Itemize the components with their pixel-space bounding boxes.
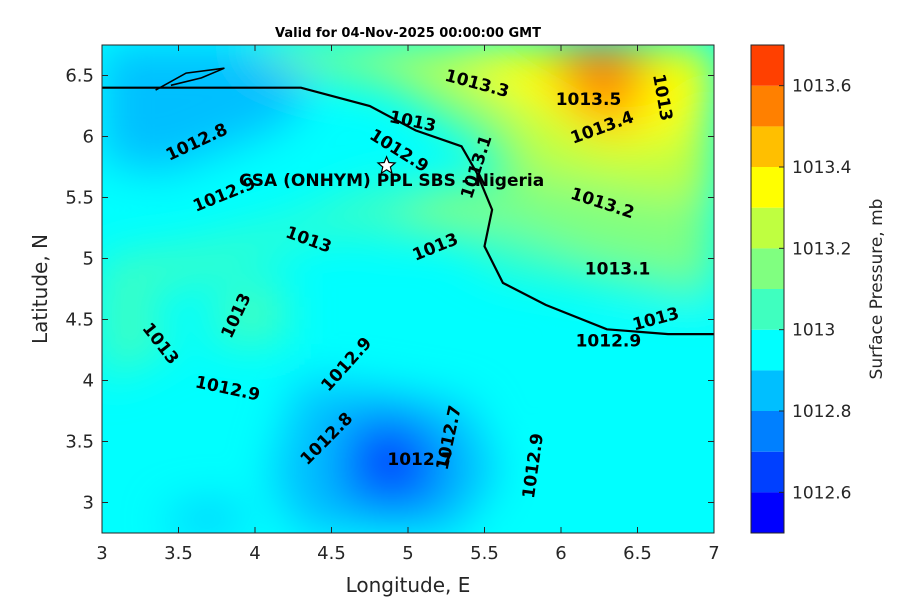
contour-label: 1013.5 bbox=[556, 90, 622, 110]
colorbar-segment bbox=[751, 289, 784, 330]
colorbar-frame bbox=[750, 44, 785, 534]
colorbar-segment bbox=[751, 167, 784, 208]
x-tick-label: 5.5 bbox=[470, 543, 499, 564]
y-tick-label: 6 bbox=[83, 127, 94, 148]
y-axis-label: Latitude, N bbox=[28, 234, 52, 344]
x-tick-label: 7 bbox=[708, 543, 719, 564]
pressure-region bbox=[102, 295, 179, 381]
colorbar-segment bbox=[751, 370, 784, 411]
x-tick-label: 3 bbox=[96, 543, 107, 564]
pressure-region bbox=[102, 45, 317, 174]
colorbar-segment bbox=[751, 207, 784, 249]
x-tick-label: 4 bbox=[249, 543, 260, 564]
colorbar-segment bbox=[751, 45, 784, 86]
colorbar-label: Surface Pressure, mb bbox=[867, 199, 887, 380]
y-tick-label: 5.5 bbox=[65, 188, 94, 209]
colorbar-segment bbox=[751, 451, 784, 493]
coastline-path bbox=[102, 86, 714, 336]
colorbar: 1012.6 1012.8 1013 1013.2 1013.4 1013.6 bbox=[750, 44, 851, 534]
chart-title: Valid for 04-Nov-2025 00:00:00 GMT bbox=[275, 26, 541, 41]
colorbar-segment bbox=[751, 329, 784, 371]
pressure-field bbox=[102, 45, 714, 533]
y-tick-label: 4 bbox=[83, 371, 94, 392]
colorbar-segment bbox=[751, 126, 784, 167]
y-axis-ticks: 3 3.5 4 4.5 5 5.5 6 6.5 bbox=[65, 66, 714, 514]
y-tick-label: 4.5 bbox=[65, 310, 94, 331]
pressure-region bbox=[499, 453, 714, 533]
coastline bbox=[102, 67, 714, 336]
contour-label: 1012.7 bbox=[387, 450, 453, 470]
site-star-marker bbox=[376, 155, 397, 175]
site-label: CSA (ONHYM) PPL SBS - Nigeria bbox=[239, 171, 544, 191]
pressure-region bbox=[163, 502, 255, 533]
contour-label: 1012.9 bbox=[576, 332, 642, 352]
colorbar-tick-label: 1012.8 bbox=[792, 402, 851, 422]
x-axis-ticks: 3 3.5 4 4.5 5 5.5 6 6.5 7 bbox=[96, 45, 720, 564]
x-tick-label: 6 bbox=[555, 543, 566, 564]
pressure-region bbox=[392, 173, 714, 283]
colorbar-tick-label: 1013.6 bbox=[792, 77, 851, 97]
colorbar-segment bbox=[751, 248, 784, 289]
colorbar-segment bbox=[751, 492, 784, 533]
x-axis-label: Longitude, E bbox=[346, 573, 471, 597]
site-annotation: CSA (ONHYM) PPL SBS - Nigeria bbox=[239, 155, 544, 191]
y-tick-label: 3.5 bbox=[65, 432, 94, 453]
colorbar-tick-label: 1012.6 bbox=[792, 483, 851, 503]
colorbar-tick-label: 1013.4 bbox=[792, 158, 851, 178]
colorbar-segment bbox=[751, 411, 784, 452]
pressure-region bbox=[209, 282, 286, 344]
pressure-region bbox=[561, 45, 638, 113]
pressure-region bbox=[362, 429, 424, 497]
lagoon-path bbox=[155, 67, 225, 91]
contour-label: 1013.1 bbox=[585, 260, 651, 280]
colorbar-tick-label: 1013.2 bbox=[792, 239, 851, 259]
x-tick-label: 6.5 bbox=[623, 543, 652, 564]
x-tick-label: 4.5 bbox=[317, 543, 346, 564]
colorbar-tick-label: 1013 bbox=[792, 321, 835, 341]
y-tick-label: 6.5 bbox=[65, 66, 94, 87]
x-tick-label: 5 bbox=[402, 543, 413, 564]
y-tick-label: 5 bbox=[83, 249, 94, 270]
x-tick-label: 3.5 bbox=[164, 543, 193, 564]
y-tick-label: 3 bbox=[83, 493, 94, 514]
colorbar-segment bbox=[751, 85, 784, 127]
